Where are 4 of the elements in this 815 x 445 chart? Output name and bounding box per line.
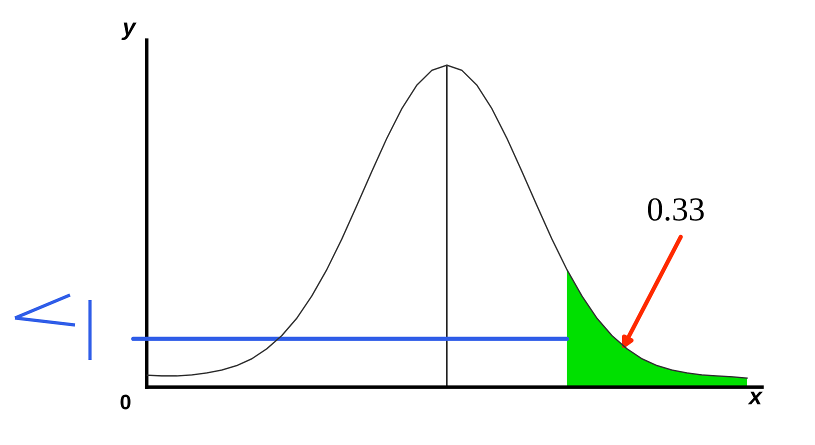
- text: 0: [120, 394, 130, 410]
- y-axis-title: y: [121, 22, 137, 40]
- annotation: 0.33: [648, 198, 704, 221]
- x-axis-title: x: [748, 392, 763, 404]
